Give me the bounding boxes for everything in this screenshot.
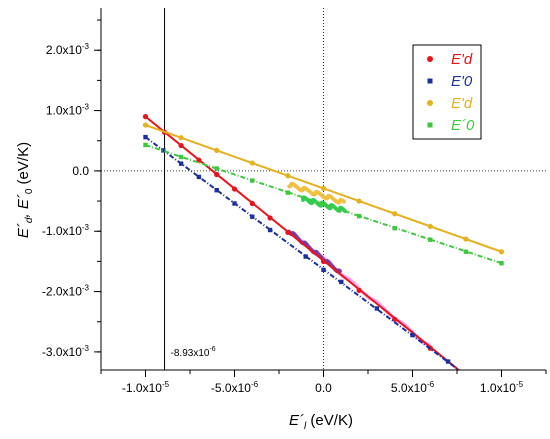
series-point xyxy=(143,142,148,148)
series-point xyxy=(214,166,219,171)
series-point xyxy=(178,161,184,166)
series-point xyxy=(249,200,255,207)
x-tick-label: 0.0 xyxy=(315,381,332,395)
series-point xyxy=(499,261,504,266)
series-point xyxy=(339,279,344,285)
series-point xyxy=(161,148,166,153)
series-point xyxy=(250,214,255,219)
series-point xyxy=(178,142,184,149)
y-tick-label: -3.0x10-3 xyxy=(42,344,90,359)
series-point xyxy=(285,173,291,179)
series-point xyxy=(445,359,451,364)
series-point xyxy=(142,114,149,120)
x-tick-label: 5.0x10-6 xyxy=(391,380,435,395)
series-point xyxy=(267,215,273,221)
y-tick-label: 2.0x10-3 xyxy=(46,42,90,57)
x-tick-label: -5.0x10-6 xyxy=(211,380,259,395)
x-axis-title: E´l (eV/K) xyxy=(289,412,353,432)
series-point xyxy=(356,198,362,204)
x-tick-label: 1.0x10-5 xyxy=(480,380,524,395)
series-point xyxy=(250,178,255,183)
series-point xyxy=(374,306,380,311)
series-point xyxy=(214,188,219,193)
series-point xyxy=(231,186,238,192)
series-point xyxy=(142,122,149,128)
series-point xyxy=(392,316,398,322)
series-point xyxy=(392,226,397,231)
legend-marker xyxy=(427,78,433,84)
legend-marker xyxy=(427,100,433,106)
series-point xyxy=(285,190,291,195)
series-point xyxy=(143,134,148,140)
x-tick-label: -1.0x10-5 xyxy=(122,380,170,395)
legend-label: E'd xyxy=(451,51,473,68)
series-point xyxy=(214,147,220,153)
series-point xyxy=(428,237,433,242)
series-point xyxy=(498,249,505,255)
series-point xyxy=(356,287,362,293)
series-point xyxy=(178,135,184,141)
series-group xyxy=(142,114,505,371)
legend-box xyxy=(412,44,482,140)
series-point xyxy=(427,223,433,230)
series-point xyxy=(392,211,398,217)
series-point xyxy=(303,254,308,259)
y-tick-label: -1.0x10-3 xyxy=(42,223,90,238)
series-line-1 xyxy=(144,115,460,371)
series-point xyxy=(320,185,327,191)
legend-label: E'0 xyxy=(451,73,473,90)
y-tick-label: -2.0x10-3 xyxy=(42,284,90,299)
legend: E'd E'0 E'd E´0 xyxy=(412,44,482,140)
y-tick-label: 1.0x10-3 xyxy=(46,103,90,118)
series-point xyxy=(321,201,326,207)
axes xyxy=(94,8,547,377)
series-point xyxy=(320,258,327,264)
series-point xyxy=(232,201,237,206)
series-point xyxy=(321,267,326,273)
point-clusters xyxy=(286,181,432,348)
series-point xyxy=(285,229,291,236)
series-point xyxy=(463,236,469,242)
legend-marker xyxy=(427,56,433,62)
series-point xyxy=(178,154,184,160)
tick-labels: -1.0x10-5 -5.0x10-6 0.0 5.0x10-6 1.0x10-5 2.0… xyxy=(42,42,524,395)
y-axis-title: E´d, E´0 (eV/K) xyxy=(15,142,35,238)
series-point xyxy=(267,227,273,233)
y-tick-label: 0.0 xyxy=(72,164,89,178)
series-point xyxy=(463,249,469,254)
series-point xyxy=(356,213,362,219)
legend-marker xyxy=(427,122,433,128)
series-point xyxy=(214,171,220,178)
annotation-label: -8.93x10-6 xyxy=(171,346,216,359)
cluster-point xyxy=(342,199,347,204)
series-point xyxy=(410,332,415,338)
legend-label: E'd xyxy=(451,95,473,112)
legend-label: E´0 xyxy=(451,117,475,134)
series-point xyxy=(196,174,202,180)
series-point xyxy=(249,160,255,166)
